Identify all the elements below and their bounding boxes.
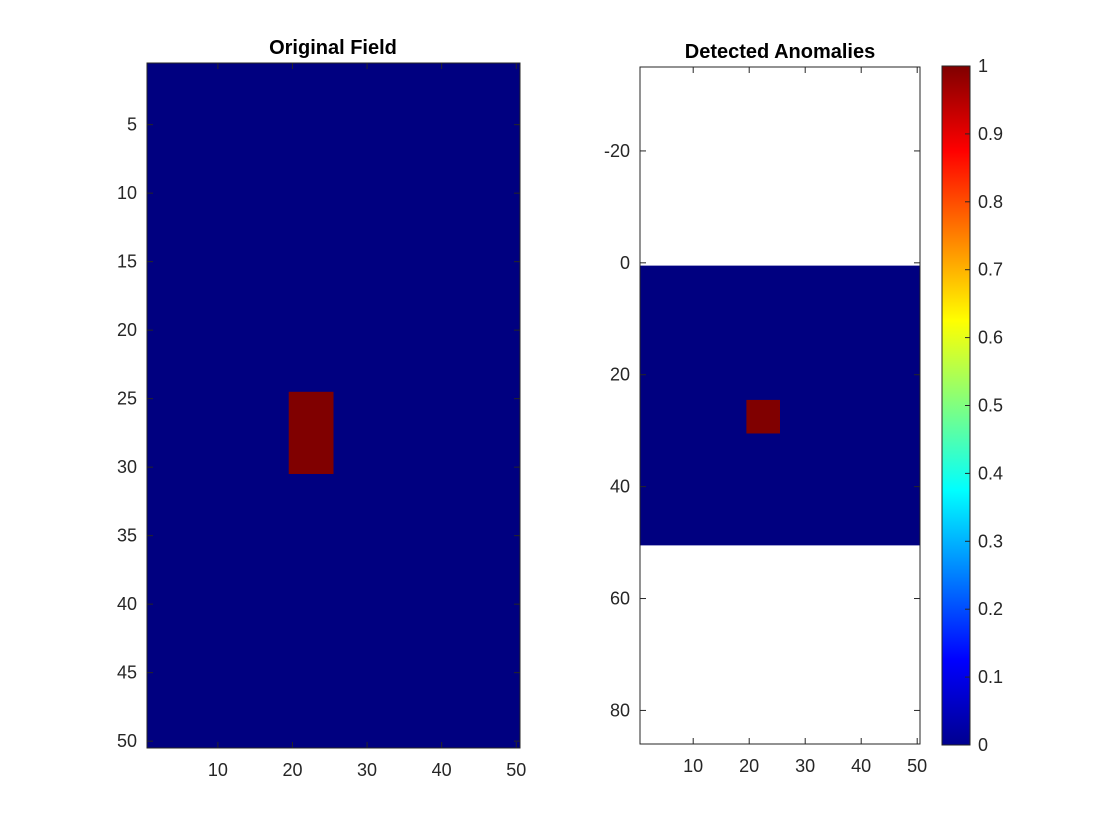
original-field-ytick-label: 10 <box>117 183 137 203</box>
colorbar-tick-label: 0.9 <box>978 124 1003 144</box>
detected-anomalies-ytick-label: 80 <box>610 700 630 720</box>
colorbar-tick-label: 1 <box>978 56 988 76</box>
original-field-ytick-label: 30 <box>117 457 137 477</box>
colorbar-tick-label: 0.8 <box>978 192 1003 212</box>
original-field-xtick-label: 40 <box>432 760 452 780</box>
original-field-xtick-label: 10 <box>208 760 228 780</box>
detected-anomalies-xtick-label: 10 <box>683 756 703 776</box>
colorbar-tick-label: 0.1 <box>978 667 1003 687</box>
original-field-ytick-label: 5 <box>127 115 137 135</box>
original-field-axes-box <box>146 62 521 749</box>
original-field-ytick-label: 35 <box>117 526 137 546</box>
colorbar-tick-label: 0.2 <box>978 599 1003 619</box>
original-field-ytick-label: 25 <box>117 389 137 409</box>
original-field-ytick-label: 20 <box>117 320 137 340</box>
detected-anomalies-axes-box <box>639 66 921 745</box>
detected-anomalies-title: Detected Anomalies <box>685 41 875 63</box>
original-field-xtick-label: 50 <box>506 760 526 780</box>
detected-anomalies-xtick-label: 40 <box>851 756 871 776</box>
original-field-ytick-label: 15 <box>117 252 137 272</box>
colorbar-tick-label: 0.7 <box>978 260 1003 280</box>
original-field-title: Original Field <box>269 37 397 59</box>
colorbar-tick-label: 0.6 <box>978 328 1003 348</box>
colorbar-tick-label: 0.5 <box>978 396 1003 416</box>
original-field-ytick-label: 50 <box>117 731 137 751</box>
original-field-axes: 10 20 30 40 50 5 10 15 20 25 30 35 40 45 50 <box>117 62 526 780</box>
colorbar-tick-label: 0 <box>978 735 988 755</box>
original-field-xtick-label: 20 <box>282 760 302 780</box>
original-field-anomaly-cell <box>288 391 334 474</box>
colorbar-tick-label: 0.4 <box>978 463 1003 483</box>
detected-anomalies-ytick-label: 60 <box>610 589 630 609</box>
detected-anomalies-axes: 10 20 30 40 50 -20 0 20 40 60 80 <box>604 66 927 776</box>
original-field-xtick-label: 30 <box>357 760 377 780</box>
detected-anomalies-anomaly-cell <box>746 399 780 434</box>
original-field-ytick-label: 45 <box>117 663 137 683</box>
detected-anomalies-ytick-label: 20 <box>610 365 630 385</box>
original-field-ytick-label: 40 <box>117 594 137 614</box>
colorbar-tick-label: 0.3 <box>978 531 1003 551</box>
detected-anomalies-xtick-label: 30 <box>795 756 815 776</box>
detected-anomalies-ytick-label: -20 <box>604 141 630 161</box>
detected-anomalies-xtick-label: 20 <box>739 756 759 776</box>
detected-anomalies-ytick-label: 0 <box>620 253 630 273</box>
detected-anomalies-ytick-label: 40 <box>610 477 630 497</box>
detected-anomalies-xtick-label: 50 <box>907 756 927 776</box>
colorbar: 0 0.1 0.2 0.3 0.4 0.5 0.6 0.7 0.8 0.9 1 <box>941 56 1003 755</box>
